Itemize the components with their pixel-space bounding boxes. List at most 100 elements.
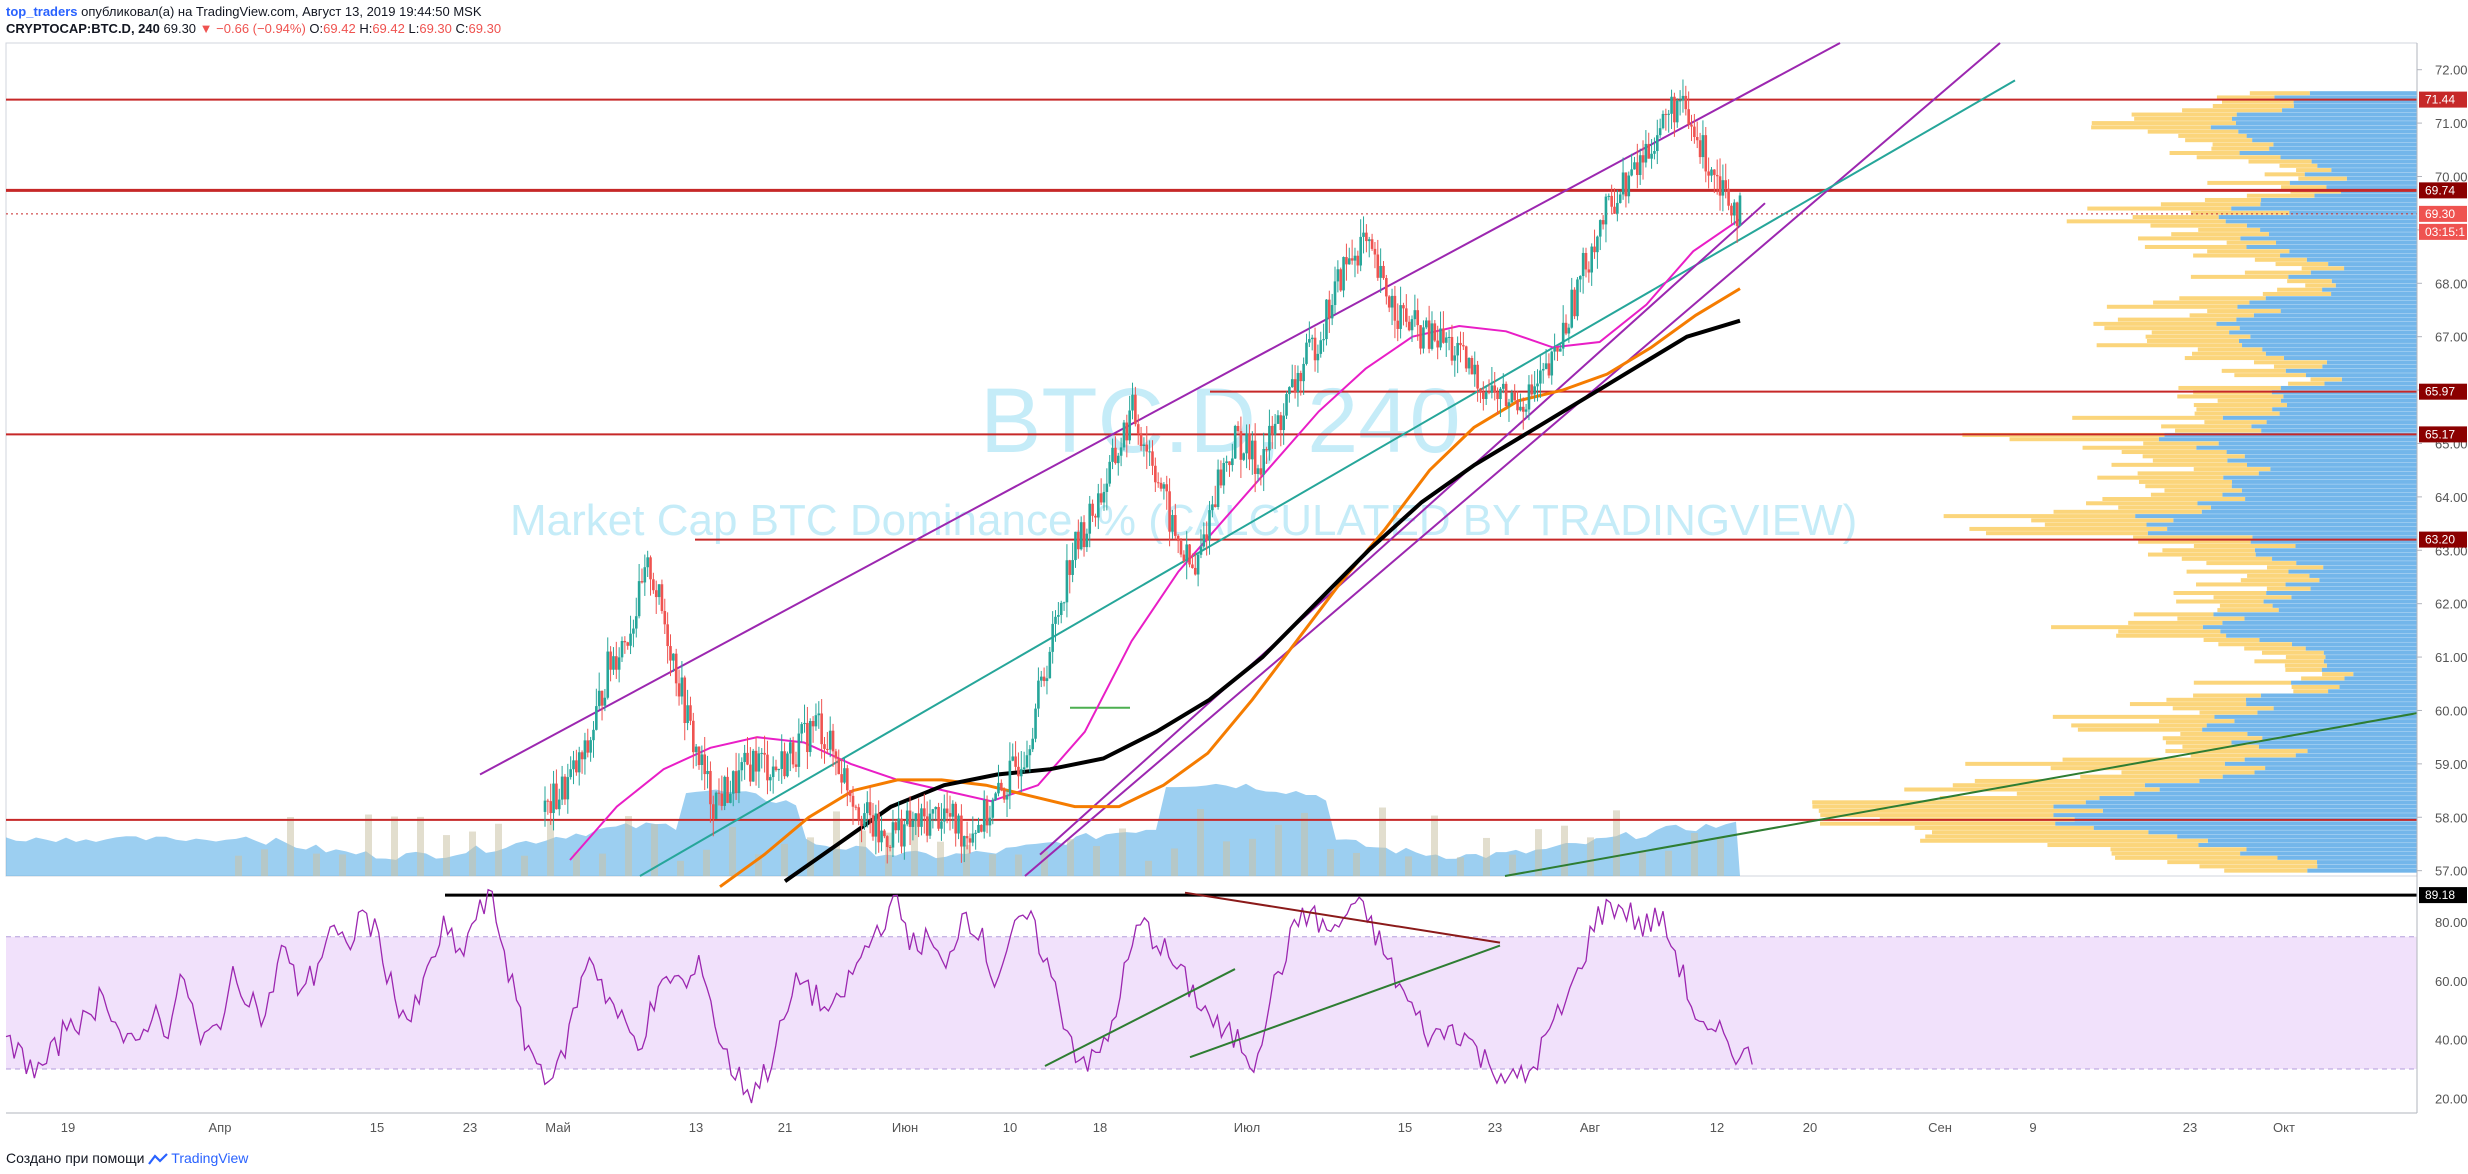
volume-profile-bar-down [2266, 586, 2311, 591]
chart-header: top_traders опубликовал(а) на TradingVie… [6, 3, 501, 37]
candle-body [991, 799, 995, 818]
volume-profile-bar-down [2234, 373, 2306, 378]
volume-profile-bar-down [2047, 843, 2199, 848]
volume-profile-bar-up [2323, 650, 2417, 655]
candle-body [962, 836, 966, 847]
time-tick-label: 23 [2183, 1120, 2197, 1135]
candle-body [1479, 388, 1482, 393]
volume-bar [521, 855, 528, 876]
candle-body [1179, 541, 1183, 555]
volume-profile-bar-up [2229, 330, 2417, 335]
volume-profile-bar-down [2096, 343, 2243, 348]
volume-profile-bar-down [2298, 176, 2347, 181]
candle-body [760, 752, 764, 754]
volume-profile-bar-down [2121, 770, 2255, 775]
candle-body [1128, 410, 1131, 441]
volume-bar [1509, 854, 1516, 876]
high-value: 69.42 [372, 21, 405, 36]
candle-body [1077, 531, 1080, 550]
volume-profile-bar-down [2052, 714, 2215, 719]
price-axis[interactable]: 72.0071.0070.0069.0068.0067.0066.0065.00… [2416, 0, 2468, 1174]
candle-body [692, 720, 695, 753]
volume-profile-bar-up [2310, 270, 2417, 275]
candle-body [1242, 453, 1246, 460]
volume-profile-bar-down [2133, 535, 2253, 540]
volume-profile-bar-down [2160, 202, 2261, 207]
candle-body [951, 803, 955, 817]
volume-profile-bar-up [2307, 749, 2417, 754]
volume-profile-bar-down [2180, 731, 2248, 736]
volume-bar [1223, 841, 1230, 876]
volume-profile-bar-down [2219, 603, 2273, 608]
footer-brand[interactable]: TradingView [171, 1150, 249, 1166]
candle-body [643, 567, 647, 583]
candle-body [686, 705, 689, 724]
volume-profile-bar-down [2150, 492, 2223, 497]
candle-body [1054, 616, 1057, 624]
candle-body [1122, 422, 1126, 448]
volume-profile-bar-down [2185, 138, 2253, 143]
candle-body [1313, 337, 1317, 361]
candle-body [629, 633, 632, 646]
candle-body [1687, 109, 1690, 125]
symbol-label[interactable]: CRYPTOCAP:BTC.D, 240 [6, 21, 160, 36]
candle-body [1034, 708, 1037, 739]
candle-body [557, 799, 561, 810]
candle-body [1193, 567, 1197, 575]
candle-body [632, 628, 635, 634]
volume-profile-bar-up [2274, 95, 2417, 100]
volume-profile-bar-down [1818, 808, 2103, 813]
candle-body [694, 746, 698, 753]
candle-body [940, 821, 943, 829]
volume-profile-bar-up [2266, 420, 2417, 425]
volume-profile-bar-down [2221, 368, 2286, 373]
candle-body [1350, 258, 1354, 261]
volume-bar [1483, 837, 1490, 876]
candle-body [826, 748, 829, 750]
volume-profile-bar-up [2244, 757, 2417, 762]
volume-profile-bar-down [2196, 582, 2286, 587]
volume-profile-bar-up [2296, 561, 2417, 566]
candle-body [897, 818, 900, 831]
volume-profile-bar-up [2291, 680, 2417, 685]
candle-body [1436, 340, 1439, 348]
candle-body [1376, 254, 1380, 278]
volume-profile-bar-down [2091, 125, 2211, 130]
time-tick-label: Июн [892, 1120, 918, 1135]
candle-body [1664, 113, 1668, 115]
volume-profile-bar-up [2272, 407, 2417, 412]
candle-body [877, 813, 880, 843]
trendlines[interactable] [479, 42, 2418, 877]
candle-body [957, 815, 960, 834]
volume-profile-bar-down [2301, 266, 2345, 271]
volume-profile-bar-up [2148, 830, 2417, 835]
volume-profile-bar-up [2273, 706, 2417, 711]
volume-profile-bar-up [2326, 360, 2417, 365]
trendline [1039, 202, 1766, 856]
volume-profile-bar-down [2204, 420, 2267, 425]
volume-profile-bar-up [2198, 843, 2417, 848]
volume-profile-bar-up [2236, 317, 2417, 322]
candle-body [577, 752, 581, 773]
candle-body [1584, 252, 1588, 270]
volume-profile-bar-down [2152, 458, 2228, 463]
volume-profile-bar-down [2131, 112, 2237, 117]
candle-body [1658, 128, 1662, 136]
volume-profile-bar-down [2244, 270, 2311, 275]
horizontal-levels[interactable] [6, 98, 2417, 897]
author-link[interactable]: top_traders [6, 4, 78, 19]
candle-body [880, 830, 883, 843]
time-axis[interactable]: 19 Апр 15 23 Май 13 21 Июн 10 18 Июл 15 23 Авг 12 20 Сен… [6, 1112, 2417, 1135]
candle-body [1459, 342, 1462, 346]
volume-profile-bar-down [2133, 612, 2214, 617]
moving-average-line [783, 318, 1741, 883]
volume-profile-bar-up [2321, 667, 2417, 672]
candle-body [1359, 236, 1362, 266]
volume-profile-bar-up [2177, 834, 2417, 839]
volume-profile-bar-down [2171, 232, 2269, 237]
volume-bar [1639, 851, 1646, 876]
candle-body [1444, 337, 1448, 343]
candle-body [1019, 769, 1023, 777]
volume-bar [963, 844, 970, 876]
